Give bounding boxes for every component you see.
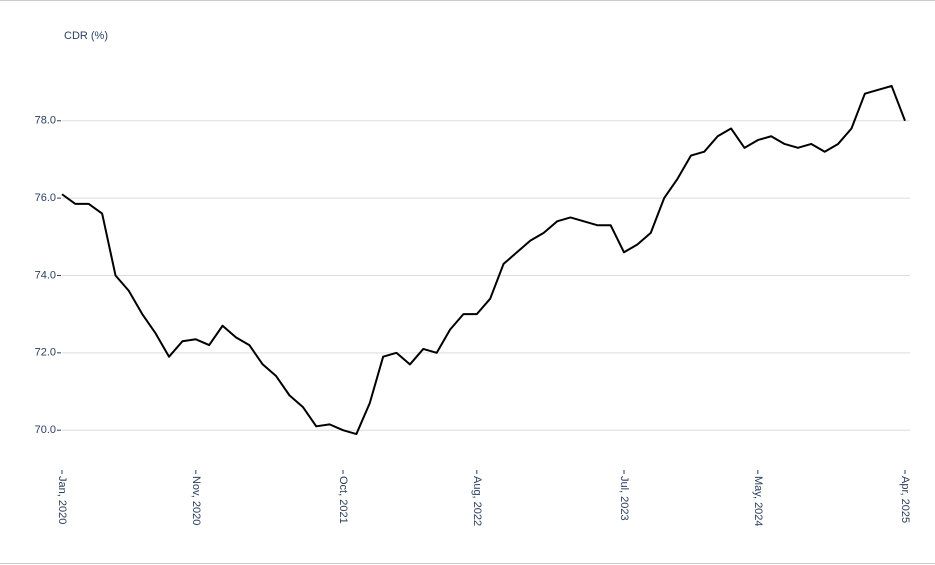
y-tick-label: 76.0 — [35, 192, 56, 204]
y-tick-label: 70.0 — [35, 424, 56, 436]
y-tick-label: 72.0 — [35, 347, 56, 359]
y-axis-title: CDR (%) — [64, 30, 108, 42]
x-tick-label: Nov, 2020 — [190, 476, 202, 525]
x-tick-label: Aug, 2022 — [471, 476, 483, 526]
x-tick-label: Oct, 2021 — [337, 476, 349, 524]
y-tick-label: 78.0 — [35, 115, 56, 127]
x-tick-label: May, 2024 — [752, 476, 764, 527]
data-line — [61, 84, 906, 436]
x-tick-label: Jul, 2023 — [618, 476, 630, 521]
x-tick-label: Apr, 2025 — [899, 476, 911, 523]
y-tick-label: 74.0 — [35, 269, 56, 281]
x-tick-label: Jan, 2020 — [56, 476, 68, 524]
